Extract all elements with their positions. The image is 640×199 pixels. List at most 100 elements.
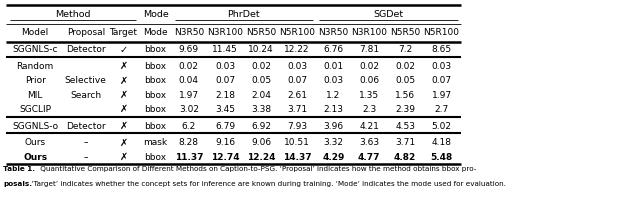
Text: 2.18: 2.18	[215, 91, 236, 100]
Text: 4.29: 4.29	[323, 153, 344, 162]
Text: 1.56: 1.56	[395, 91, 415, 100]
Text: 0.01: 0.01	[323, 62, 344, 71]
Text: 3.63: 3.63	[359, 138, 380, 147]
Text: 0.07: 0.07	[215, 76, 236, 85]
Text: 0.03: 0.03	[323, 76, 344, 85]
Text: bbox: bbox	[145, 122, 166, 131]
Text: 1.35: 1.35	[359, 91, 380, 100]
Text: N5R100: N5R100	[279, 28, 315, 37]
Text: 0.07: 0.07	[431, 76, 452, 85]
Text: 8.28: 8.28	[179, 138, 199, 147]
Text: 3.02: 3.02	[179, 105, 199, 114]
Text: ✗: ✗	[120, 152, 127, 162]
Text: 4.82: 4.82	[394, 153, 416, 162]
Text: 0.04: 0.04	[179, 76, 199, 85]
Text: 9.69: 9.69	[179, 45, 199, 54]
Text: 10.51: 10.51	[284, 138, 310, 147]
Text: SGGNLS-c: SGGNLS-c	[12, 45, 58, 54]
Text: ✗: ✗	[120, 138, 127, 148]
Text: 2.61: 2.61	[287, 91, 307, 100]
Text: N5R100: N5R100	[424, 28, 460, 37]
Text: Search: Search	[70, 91, 101, 100]
Text: 11.45: 11.45	[212, 45, 238, 54]
Text: 0.02: 0.02	[359, 62, 380, 71]
Text: ✗: ✗	[120, 104, 127, 114]
Text: 9.06: 9.06	[251, 138, 271, 147]
Text: Ours: Ours	[23, 153, 47, 162]
Text: 2.04: 2.04	[251, 91, 271, 100]
Text: 7.2: 7.2	[398, 45, 412, 54]
Text: 2.7: 2.7	[435, 105, 449, 114]
Text: 4.18: 4.18	[431, 138, 452, 147]
Text: 2.39: 2.39	[395, 105, 415, 114]
Text: 10.24: 10.24	[248, 45, 274, 54]
Text: Quantitative Comparison of Different Methods on Caption-to-PSG. ‘Proposal’ indic: Quantitative Comparison of Different Met…	[38, 166, 476, 172]
Text: 2.3: 2.3	[362, 105, 376, 114]
Text: Random: Random	[17, 62, 54, 71]
Text: N3R50: N3R50	[173, 28, 204, 37]
Text: 3.71: 3.71	[395, 138, 415, 147]
Text: 0.03: 0.03	[287, 62, 307, 71]
Text: Model: Model	[22, 28, 49, 37]
Text: bbox: bbox	[145, 76, 166, 85]
Text: 14.37: 14.37	[283, 153, 311, 162]
Text: N5R50: N5R50	[390, 28, 420, 37]
Text: 9.16: 9.16	[215, 138, 236, 147]
Text: 2.13: 2.13	[323, 105, 344, 114]
Text: ✗: ✗	[120, 61, 127, 71]
Text: Prior: Prior	[25, 76, 45, 85]
Text: 0.06: 0.06	[359, 76, 380, 85]
Text: SGDet: SGDet	[373, 10, 404, 19]
Text: Proposal: Proposal	[67, 28, 105, 37]
Text: 0.07: 0.07	[287, 76, 307, 85]
Text: 7.81: 7.81	[359, 45, 380, 54]
Text: N3R100: N3R100	[351, 28, 387, 37]
Text: Detector: Detector	[66, 122, 106, 131]
Text: Detector: Detector	[66, 45, 106, 54]
Text: 1.2: 1.2	[326, 91, 340, 100]
Text: 1.97: 1.97	[431, 91, 452, 100]
Text: posals.: posals.	[3, 181, 32, 187]
Text: SGGNLS-o: SGGNLS-o	[12, 122, 58, 131]
Text: 0.02: 0.02	[395, 62, 415, 71]
Text: Mode: Mode	[143, 28, 168, 37]
Text: bbox: bbox	[145, 105, 166, 114]
Text: 5.48: 5.48	[431, 153, 452, 162]
Text: 3.32: 3.32	[323, 138, 344, 147]
Text: 6.79: 6.79	[215, 122, 236, 131]
Text: ✗: ✗	[120, 121, 127, 131]
Text: Ours: Ours	[24, 138, 46, 147]
Text: 4.21: 4.21	[359, 122, 380, 131]
Text: 0.05: 0.05	[395, 76, 415, 85]
Text: 12.22: 12.22	[284, 45, 310, 54]
Text: 6.92: 6.92	[251, 122, 271, 131]
Text: Selective: Selective	[65, 76, 107, 85]
Text: 0.05: 0.05	[251, 76, 271, 85]
Text: bbox: bbox	[145, 153, 166, 162]
Text: 4.53: 4.53	[395, 122, 415, 131]
Text: ‘Target’ indicates whether the concept sets for inference are known during train: ‘Target’ indicates whether the concept s…	[29, 181, 506, 187]
Text: 0.03: 0.03	[215, 62, 236, 71]
Text: 3.96: 3.96	[323, 122, 344, 131]
Text: PhrDet: PhrDet	[228, 10, 260, 19]
Text: 7.93: 7.93	[287, 122, 307, 131]
Text: 11.37: 11.37	[175, 153, 203, 162]
Text: 3.71: 3.71	[287, 105, 307, 114]
Text: 6.76: 6.76	[323, 45, 344, 54]
Text: Table 1.: Table 1.	[3, 166, 35, 172]
Text: 8.65: 8.65	[431, 45, 452, 54]
Text: mask: mask	[143, 138, 168, 147]
Text: Method: Method	[55, 10, 91, 19]
Text: N3R100: N3R100	[207, 28, 243, 37]
Text: 6.2: 6.2	[182, 122, 196, 131]
Text: 3.38: 3.38	[251, 105, 271, 114]
Text: SGCLIP: SGCLIP	[19, 105, 51, 114]
Text: 1.97: 1.97	[179, 91, 199, 100]
Text: 12.74: 12.74	[211, 153, 239, 162]
Text: 5.02: 5.02	[431, 122, 452, 131]
Text: bbox: bbox	[145, 62, 166, 71]
Text: 0.02: 0.02	[251, 62, 271, 71]
Text: 3.45: 3.45	[215, 105, 236, 114]
Text: –: –	[83, 153, 88, 162]
Text: ✓: ✓	[120, 45, 127, 55]
